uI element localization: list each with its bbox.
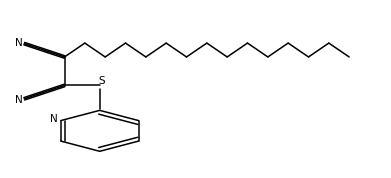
Text: N: N xyxy=(15,38,23,48)
Text: N: N xyxy=(50,114,57,124)
Text: S: S xyxy=(98,76,105,86)
Text: N: N xyxy=(15,95,23,105)
